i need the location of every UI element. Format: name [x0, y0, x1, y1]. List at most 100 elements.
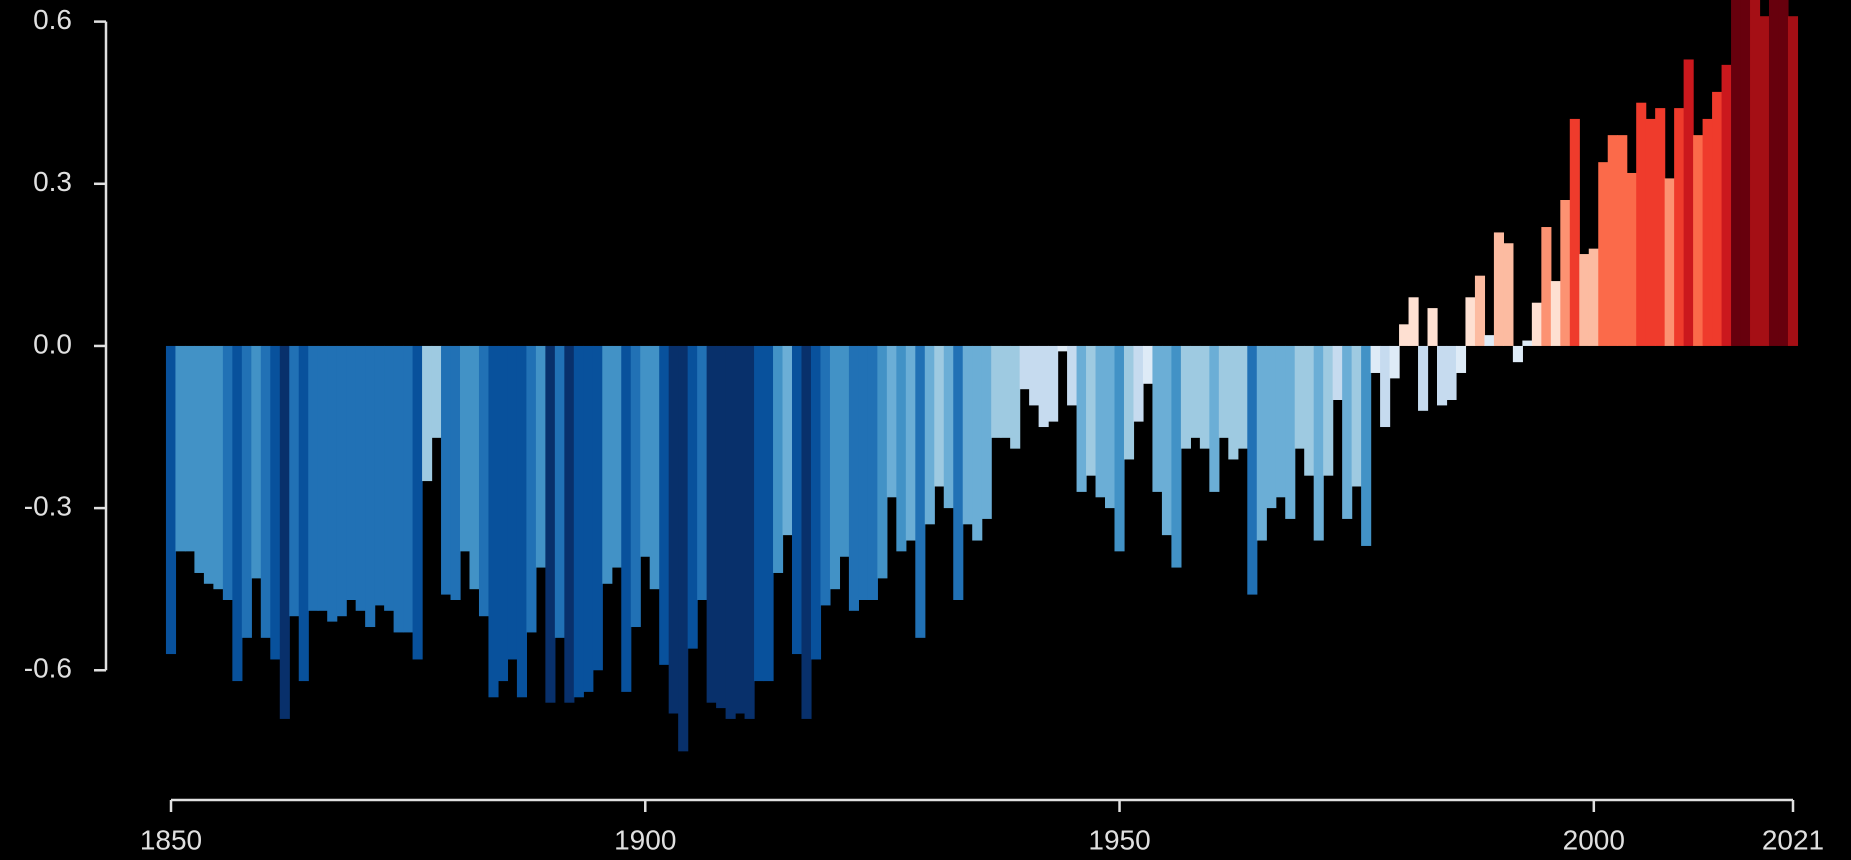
bar: [924, 345, 935, 525]
bar: [943, 345, 954, 509]
bar: [365, 345, 376, 628]
bar: [1067, 345, 1078, 406]
bar: [165, 345, 177, 655]
bar: [554, 345, 565, 638]
bar: [649, 345, 660, 590]
bar: [1019, 345, 1030, 390]
bar: [203, 345, 214, 584]
bar: [279, 345, 290, 719]
bar: [1683, 59, 1694, 346]
bar: [981, 345, 992, 519]
bar: [697, 345, 708, 600]
bar: [991, 345, 1002, 438]
bar: [422, 345, 433, 482]
bar: [1446, 345, 1457, 400]
bar: [782, 345, 793, 536]
bar: [488, 345, 499, 698]
bar: [829, 345, 841, 590]
bar: [1237, 345, 1248, 449]
y-tick-label: 0.6: [33, 4, 72, 35]
bar: [1342, 345, 1353, 519]
bar: [1712, 91, 1723, 346]
bar: [1455, 345, 1467, 373]
bar: [1664, 178, 1675, 346]
x-tick-label: 1950: [1088, 824, 1150, 855]
bar: [450, 345, 461, 600]
bar: [1617, 135, 1628, 346]
bar: [1380, 345, 1391, 428]
bar: [184, 345, 196, 552]
bar: [1256, 345, 1267, 541]
bar: [460, 345, 471, 552]
bar: [1607, 135, 1618, 346]
bar: [1541, 227, 1552, 346]
bar: [744, 345, 755, 719]
bar: [905, 345, 916, 541]
bar: [241, 345, 252, 638]
bar: [915, 345, 926, 638]
bar: [1512, 345, 1523, 363]
bar: [564, 345, 575, 703]
bar: [1180, 345, 1191, 449]
bar: [222, 345, 233, 600]
y-tick-label: 0.0: [33, 328, 72, 359]
bar: [232, 345, 243, 682]
bar: [896, 345, 907, 552]
bar: [260, 345, 271, 638]
bar: [972, 345, 983, 541]
bar: [1294, 345, 1305, 449]
bars: [165, 0, 1799, 752]
bar: [687, 345, 698, 649]
bar: [317, 345, 328, 611]
bar: [659, 345, 670, 665]
x-tick-label: 2000: [1563, 824, 1625, 855]
bar: [535, 345, 546, 568]
bar: [374, 345, 385, 606]
bar: [1579, 254, 1590, 346]
bar: [1351, 345, 1362, 487]
bar: [1418, 345, 1429, 411]
y-tick-label: -0.6: [24, 653, 72, 684]
bar: [469, 345, 480, 590]
bar: [1655, 108, 1666, 346]
bar: [801, 345, 812, 719]
bar: [1266, 345, 1277, 509]
bar: [507, 345, 518, 660]
bar: [1778, 0, 1789, 346]
bar: [773, 345, 784, 573]
bar: [1133, 345, 1144, 422]
bar: [763, 345, 774, 682]
bar: [583, 345, 594, 692]
bar: [478, 345, 490, 617]
bar: [1399, 324, 1410, 346]
bar: [431, 345, 442, 438]
bar: [1218, 345, 1229, 438]
bar: [1598, 162, 1609, 346]
bar: [953, 345, 964, 600]
bar: [611, 345, 622, 568]
bar: [839, 345, 850, 557]
bar: [1114, 345, 1125, 552]
bar: [630, 345, 641, 628]
bar: [1474, 275, 1486, 346]
bar: [403, 345, 414, 633]
bar: [393, 345, 404, 633]
bar: [1702, 118, 1713, 346]
bar: [1560, 200, 1571, 346]
bar: [1048, 345, 1059, 422]
bar: [1550, 281, 1561, 346]
bar: [1105, 345, 1116, 509]
bar: [934, 345, 945, 487]
bar: [1209, 345, 1220, 492]
bar: [1199, 345, 1210, 449]
bar: [1095, 345, 1106, 498]
bar: [298, 345, 309, 682]
bar: [1123, 345, 1135, 460]
bar: [735, 345, 746, 714]
bar: [1408, 297, 1419, 346]
bar: [1304, 345, 1315, 476]
bar: [678, 345, 689, 752]
bar: [1285, 345, 1296, 519]
bar: [754, 345, 765, 682]
